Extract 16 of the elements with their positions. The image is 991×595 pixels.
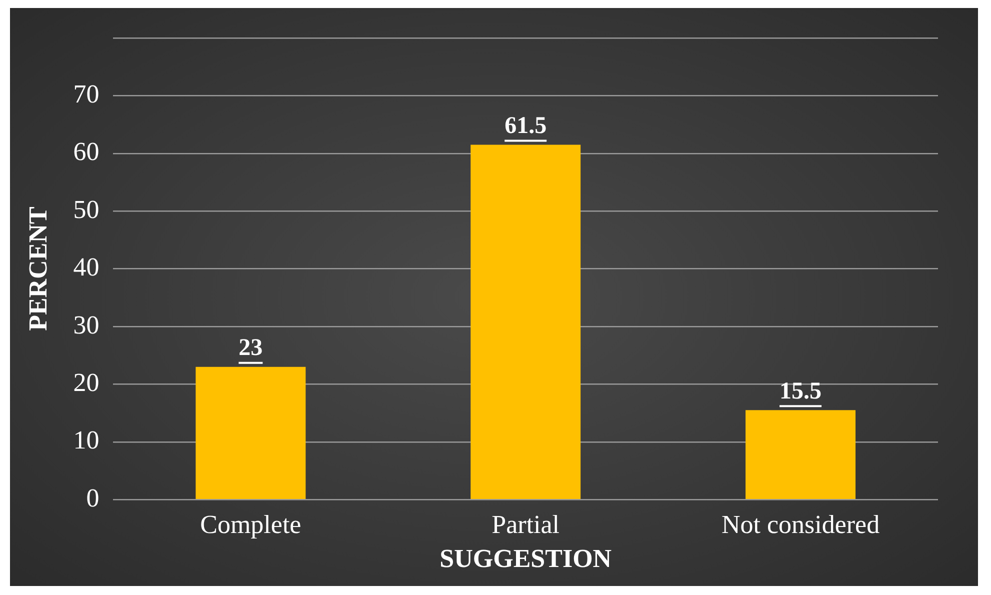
x-tick-label: Not considered	[721, 510, 880, 540]
y-tick-label: 40	[73, 252, 100, 282]
y-tick-label: 70	[73, 80, 100, 109]
data-label: 15.5	[780, 378, 822, 404]
data-label: 61.5	[504, 112, 547, 139]
y-axis-title: PERCENT	[23, 206, 52, 331]
x-tick-label: Complete	[200, 510, 302, 540]
y-tick-label: 10	[73, 426, 100, 455]
x-axis-title: SUGGESTION	[440, 544, 612, 574]
y-tick-label: 30	[73, 310, 100, 340]
y-tick-label: 0	[86, 483, 100, 512]
data-label: 23	[238, 335, 263, 362]
x-tick-label: Partial	[492, 510, 560, 540]
y-tick-label: 60	[73, 137, 100, 166]
y-tick-label: 20	[73, 368, 100, 398]
y-tick-label: 50	[73, 194, 100, 224]
